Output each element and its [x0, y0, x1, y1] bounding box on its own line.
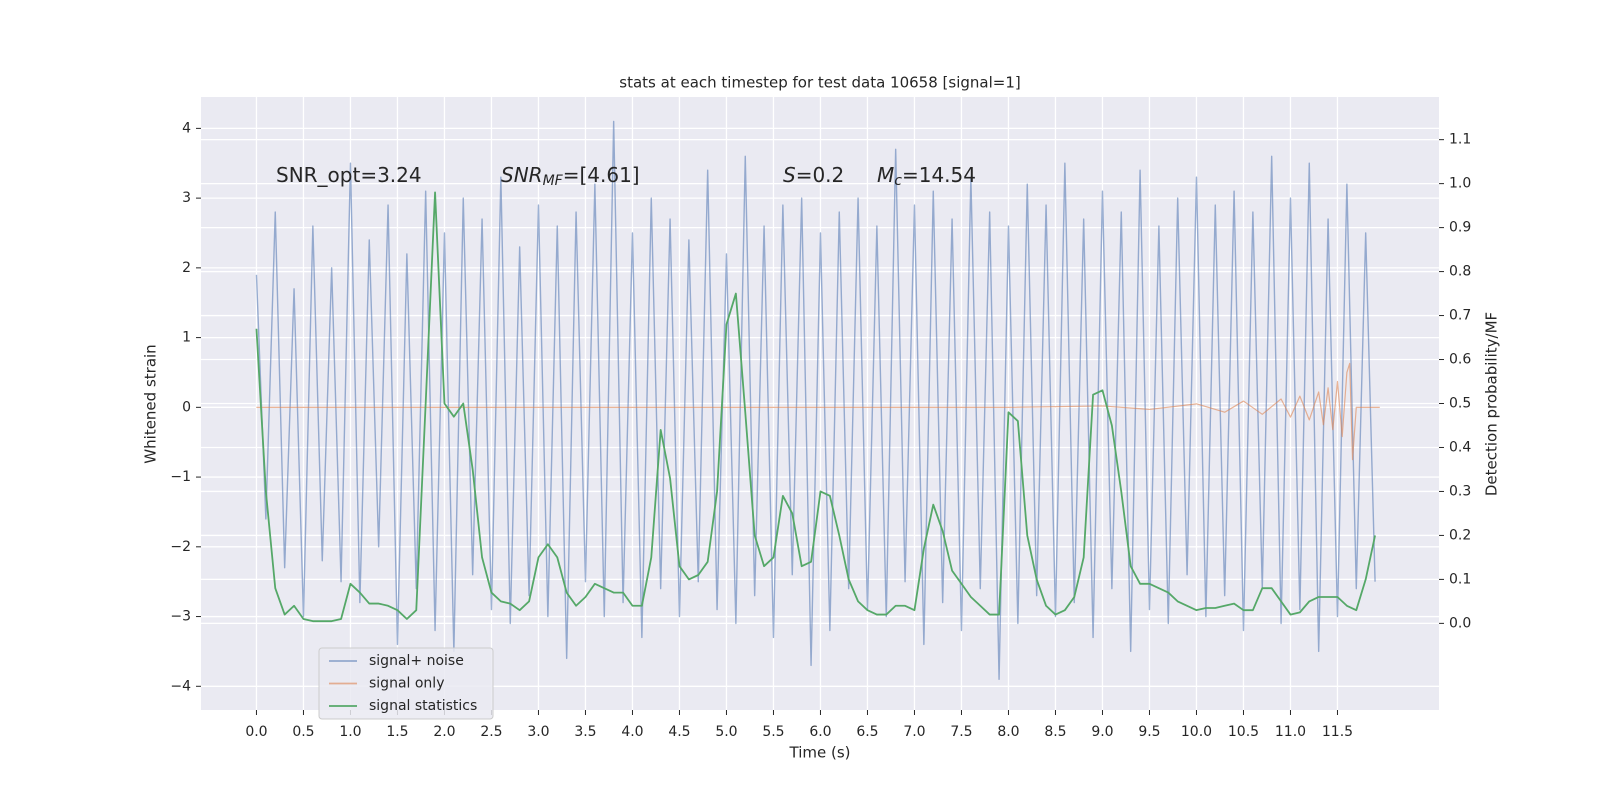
legend-label: signal only: [369, 676, 444, 692]
labels: 0.0 0.5 1.0 1.5 2.0 2.5 3.0 3.5 4.0 4.5 5.0 5.5 6.0 6…: [170, 120, 1471, 740]
y2-tick-label: 0.8: [1449, 264, 1471, 280]
annotation-sub: M: [543, 173, 555, 189]
series-line: [255, 120, 1376, 681]
y-tick-label: 1: [182, 330, 191, 346]
y2-tick-label: 0.3: [1449, 483, 1471, 499]
x-tick-label: 3.0: [527, 724, 549, 740]
x-tick-label: 0.5: [292, 724, 314, 740]
x-tick-label: 4.5: [668, 724, 690, 740]
annotation-text: M: [877, 163, 894, 187]
y-tick-label: 0: [182, 399, 191, 415]
y-tick-label: −4: [170, 678, 191, 694]
x-tick-label: 7.0: [903, 724, 925, 740]
x-tick-label: 5.0: [715, 724, 737, 740]
y2-tick-label: 0.9: [1449, 220, 1471, 236]
y2-tick-label: 0.6: [1449, 352, 1471, 368]
y2-tick-label: 0.0: [1449, 615, 1471, 631]
chart-title: stats at each timestep for test data 106…: [619, 74, 1020, 92]
x-tick-label: 7.5: [950, 724, 972, 740]
legend-box: [318, 647, 494, 720]
legend-label: signal statistics: [369, 698, 477, 714]
legend-label: signal+ noise: [369, 653, 464, 669]
x-tick-label: 10.0: [1181, 724, 1212, 740]
x-tick-label: 6.0: [809, 724, 831, 740]
x-tick-label: 3.5: [574, 724, 596, 740]
series-line: [256, 362, 1380, 461]
y2-tick-label: 0.7: [1449, 308, 1471, 324]
x-tick-label: 1.0: [339, 724, 361, 740]
x-tick-label: 8.5: [1044, 724, 1066, 740]
y-tick-label: −1: [170, 469, 191, 485]
y-tick-label: 4: [182, 120, 191, 136]
annotation-after: =0.2: [796, 163, 845, 187]
y2-tick-label: 0.1: [1449, 571, 1471, 587]
x-tick-label: 10.5: [1228, 724, 1259, 740]
annotation: Mc=14.54: [877, 163, 976, 190]
annotation-text: SNR_opt=3.24: [276, 163, 422, 187]
annotation-text: SNR: [501, 163, 543, 187]
annotation-after: =[4.61]: [563, 163, 640, 187]
x-tick-label: 11.0: [1275, 724, 1306, 740]
y-axis-label: Whitened strain: [142, 344, 160, 463]
y2-axis-label: Detection probability/MF: [1483, 312, 1501, 496]
x-tick-label: 5.5: [762, 724, 784, 740]
x-tick-label: 2.5: [480, 724, 502, 740]
x-tick-label: 0.0: [245, 724, 267, 740]
marks: [255, 120, 1380, 681]
x-tick-label: 6.5: [856, 724, 878, 740]
y2-tick-label: 0.4: [1449, 439, 1471, 455]
annotation: S=0.2: [783, 163, 844, 187]
y2-tick-label: 1.0: [1449, 176, 1471, 192]
annotation: SNR_opt=3.24: [276, 163, 422, 187]
x-tick-label: 8.0: [997, 724, 1019, 740]
annotation-sub: c: [894, 173, 902, 189]
x-tick-label: 11.5: [1322, 724, 1353, 740]
x-tick-label: 1.5: [386, 724, 408, 740]
x-tick-label: 4.0: [621, 724, 643, 740]
annotation-sub: F: [555, 173, 564, 189]
y2-tick-label: 0.5: [1449, 396, 1471, 412]
x-axis-label: Time (s): [789, 744, 851, 762]
x-tick-label: 9.5: [1138, 724, 1160, 740]
y-tick-label: −3: [170, 609, 191, 625]
x-tick-label: 2.0: [433, 724, 455, 740]
y-tick-label: 2: [182, 260, 191, 276]
y2-tick-label: 0.2: [1449, 527, 1471, 543]
annotation-after: =14.54: [902, 163, 976, 187]
y-tick-label: −2: [170, 539, 191, 555]
series-line: [255, 191, 1376, 623]
y2-tick-label: 1.1: [1449, 132, 1471, 148]
annotation-text: S: [783, 163, 796, 187]
x-tick-label: 9.0: [1091, 724, 1113, 740]
annotation: SNRMF=[4.61]: [501, 163, 640, 190]
y-tick-label: 3: [182, 190, 191, 206]
